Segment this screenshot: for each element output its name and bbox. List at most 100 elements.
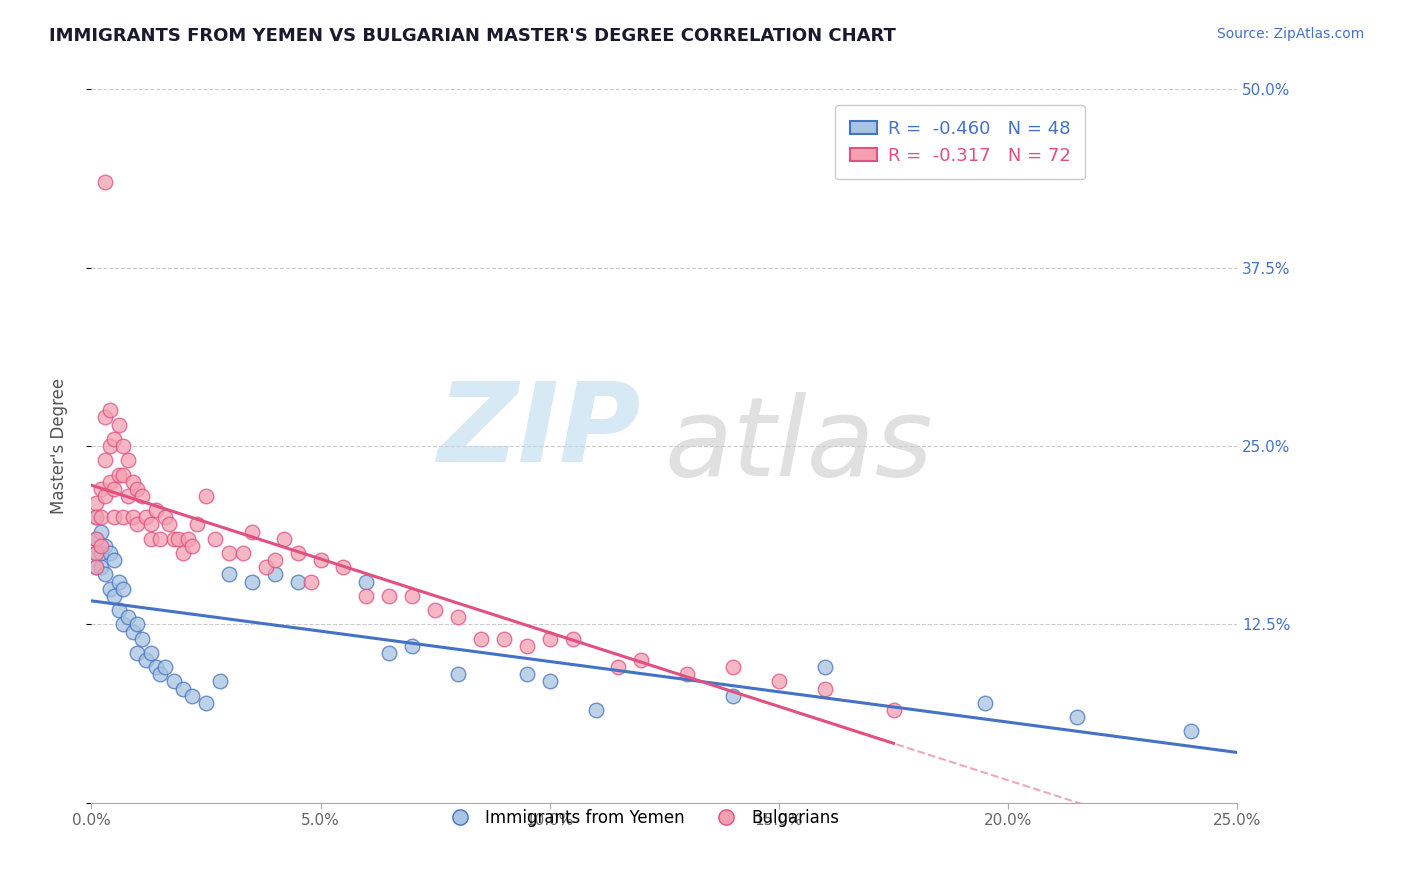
Point	[287, 574, 309, 589]
Point	[98, 439, 121, 453]
Point	[263, 553, 285, 567]
Point	[139, 646, 162, 660]
Point	[84, 532, 107, 546]
Point	[90, 560, 112, 574]
Point	[90, 482, 112, 496]
Point	[103, 553, 125, 567]
Point	[194, 696, 217, 710]
Text: Source: ZipAtlas.com: Source: ZipAtlas.com	[1216, 27, 1364, 41]
Point	[149, 667, 172, 681]
Point	[112, 617, 135, 632]
Point	[98, 582, 121, 596]
Point	[356, 589, 378, 603]
Point	[186, 517, 208, 532]
Point	[117, 453, 139, 467]
Point	[84, 532, 107, 546]
Point	[332, 560, 354, 574]
Point	[98, 546, 121, 560]
Point	[470, 632, 492, 646]
Point	[218, 567, 240, 582]
Point	[378, 589, 401, 603]
Point	[153, 510, 176, 524]
Point	[108, 417, 131, 432]
Point	[167, 532, 190, 546]
Point	[1066, 710, 1088, 724]
Point	[139, 517, 162, 532]
Point	[127, 517, 149, 532]
Point	[607, 660, 630, 674]
Point	[218, 546, 240, 560]
Point	[112, 510, 135, 524]
Point	[127, 646, 149, 660]
Point	[163, 674, 186, 689]
Point	[676, 667, 699, 681]
Point	[263, 567, 285, 582]
Point	[90, 524, 112, 539]
Point	[127, 617, 149, 632]
Point	[149, 532, 172, 546]
Point	[145, 660, 167, 674]
Point	[94, 175, 117, 189]
Point	[882, 703, 904, 717]
Point	[157, 517, 180, 532]
Point	[108, 467, 131, 482]
Point	[768, 674, 790, 689]
Point	[721, 660, 744, 674]
Point	[447, 667, 470, 681]
Point	[492, 632, 515, 646]
Point	[309, 553, 332, 567]
Point	[254, 560, 277, 574]
Point	[974, 696, 997, 710]
Point	[232, 546, 254, 560]
Point	[287, 546, 309, 560]
Point	[538, 674, 561, 689]
Point	[172, 546, 194, 560]
Point	[121, 624, 143, 639]
Point	[181, 689, 204, 703]
Point	[117, 610, 139, 624]
Point	[131, 489, 153, 503]
Point	[240, 574, 263, 589]
Point	[721, 689, 744, 703]
Text: atlas: atlas	[664, 392, 934, 500]
Point	[94, 410, 117, 425]
Point	[90, 539, 112, 553]
Point	[204, 532, 226, 546]
Point	[84, 546, 107, 560]
Point	[585, 703, 607, 717]
Point	[135, 653, 157, 667]
Point	[103, 589, 125, 603]
Point	[208, 674, 231, 689]
Point	[121, 475, 143, 489]
Point	[108, 574, 131, 589]
Point	[98, 403, 121, 417]
Point	[112, 467, 135, 482]
Point	[153, 660, 176, 674]
Point	[538, 632, 561, 646]
Point	[630, 653, 652, 667]
Point	[94, 539, 117, 553]
Point	[84, 496, 107, 510]
Point	[98, 475, 121, 489]
Point	[94, 453, 117, 467]
Point	[112, 439, 135, 453]
Point	[401, 589, 423, 603]
Point	[117, 489, 139, 503]
Point	[145, 503, 167, 517]
Point	[131, 632, 153, 646]
Point	[94, 567, 117, 582]
Point	[561, 632, 583, 646]
Text: ZIP: ZIP	[437, 378, 641, 485]
Point	[240, 524, 263, 539]
Point	[172, 681, 194, 696]
Point	[356, 574, 378, 589]
Legend: Immigrants from Yemen, Bulgarians: Immigrants from Yemen, Bulgarians	[437, 803, 846, 834]
Point	[90, 510, 112, 524]
Point	[273, 532, 295, 546]
Point	[135, 510, 157, 524]
Point	[108, 603, 131, 617]
Point	[378, 646, 401, 660]
Point	[814, 681, 837, 696]
Point	[84, 546, 107, 560]
Point	[1180, 724, 1202, 739]
